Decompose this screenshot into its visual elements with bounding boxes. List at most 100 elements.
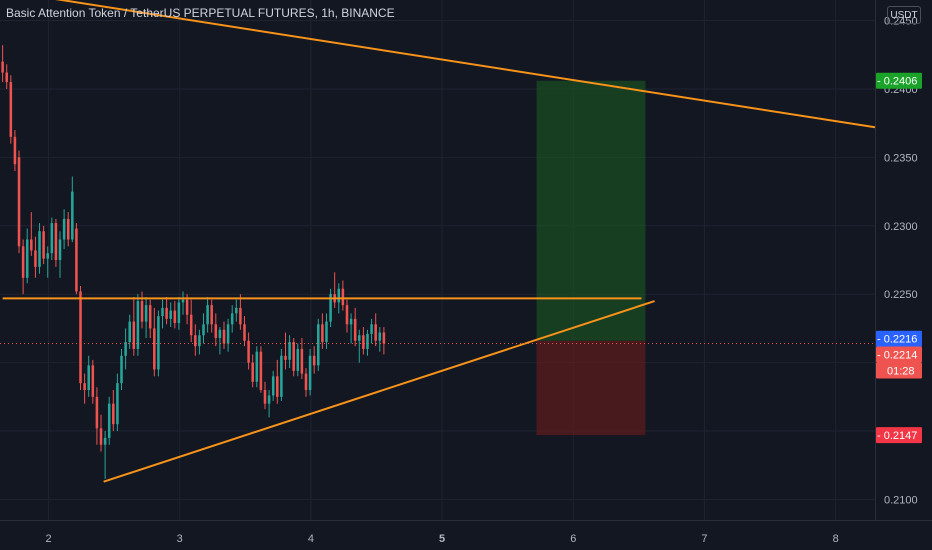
price-tag-stop: [876, 427, 922, 444]
candle-body: [210, 305, 213, 325]
candle-body: [83, 383, 86, 390]
candle-body: [161, 307, 164, 317]
candle-body: [284, 355, 287, 360]
price-axis-panel: [875, 0, 932, 550]
candle-body: [300, 348, 304, 374]
chart-title: Basic Attention Token / TetherUS PERPETU…: [6, 6, 395, 20]
candle-body: [218, 329, 222, 338]
candle-body: [378, 332, 382, 341]
candle-body: [124, 342, 127, 356]
candle-body: [91, 365, 95, 397]
candle-body: [189, 314, 193, 336]
candle-body: [312, 355, 316, 366]
candle-body: [349, 318, 353, 325]
candle-body: [317, 324, 320, 366]
candle-body: [276, 376, 279, 397]
trendline: [55, 0, 876, 129]
time-tick-label: 3: [177, 533, 183, 545]
price-tag-label-stop: - 0.2147: [877, 430, 917, 442]
candle-body: [173, 310, 177, 323]
position-zones: [536, 80, 646, 436]
candle-body: [120, 355, 123, 384]
candle-body: [235, 307, 238, 314]
candle-body: [185, 299, 189, 315]
stop-zone: [536, 340, 646, 436]
candle-body: [50, 223, 54, 254]
trendlines[interactable]: [2, 0, 876, 483]
candle-body: [263, 390, 267, 404]
candle-body: [128, 321, 131, 343]
candle-body: [99, 428, 103, 445]
candle-body: [292, 342, 295, 371]
candle-body: [206, 305, 209, 325]
candle-body: [296, 348, 300, 371]
candle-body: [362, 335, 365, 349]
candle-body: [71, 191, 74, 240]
candle-body: [321, 324, 324, 343]
candle-body: [62, 218, 66, 240]
trendline: [103, 300, 655, 483]
candle-body: [177, 302, 181, 323]
price-tag-label-last: - 0.2216: [877, 334, 917, 346]
candle-body: [148, 305, 152, 329]
candle-body: [366, 333, 369, 349]
candle-body: [222, 329, 226, 344]
candle-body: [34, 250, 37, 267]
candle-body: [9, 82, 13, 137]
candle-body: [337, 288, 341, 303]
candle-body: [288, 342, 291, 360]
candle-body: [5, 72, 8, 83]
price-tag-label-countdown: 01:28: [887, 365, 915, 377]
candle-body: [30, 239, 33, 251]
candle-body: [251, 362, 254, 382]
price-tag-current: [876, 346, 922, 363]
candle-body: [267, 395, 271, 404]
price-tag-target: [876, 72, 922, 89]
price-tick-label: 0.2250: [884, 289, 918, 301]
candle-body: [308, 355, 312, 390]
candle-body: [271, 376, 275, 396]
candle-body: [116, 383, 119, 425]
price-tick-label: 0.2450: [884, 16, 918, 28]
candle-body: [132, 321, 136, 349]
candle-body: [58, 239, 62, 260]
candle-body: [280, 355, 283, 397]
candle-body: [95, 396, 99, 429]
price-tick-label: 0.2350: [884, 152, 918, 164]
price-tag-label-current: - 0.2214: [877, 349, 917, 361]
currency-button[interactable]: USDT: [887, 6, 921, 24]
price-axis[interactable]: 0.24500.24000.23500.23000.22500.22000.21…: [876, 16, 922, 507]
candle-body: [226, 324, 230, 344]
time-tick-label: 6: [570, 533, 576, 545]
time-axis[interactable]: 2 3 4 5 6 7 8: [45, 533, 838, 545]
candle-body: [194, 335, 197, 347]
candle-body: [136, 301, 140, 349]
candle-body: [79, 291, 82, 384]
candle-body: [140, 301, 144, 322]
candle-body: [239, 307, 242, 325]
candle-body: [259, 351, 263, 390]
candle-body: [214, 324, 218, 338]
candle-body: [25, 239, 29, 278]
candle-body: [66, 218, 70, 240]
candle-body: [181, 299, 185, 303]
candle-body: [374, 324, 377, 341]
target-zone: [536, 80, 646, 341]
candle-body: [153, 328, 156, 370]
price-tick-label: 0.2100: [884, 494, 918, 506]
time-tick-label: 7: [701, 533, 707, 545]
price-tag-last: [876, 330, 922, 347]
candle-body: [38, 231, 41, 267]
time-tick-label: 4: [308, 533, 314, 545]
candle-body: [165, 307, 168, 319]
candle-body: [54, 223, 58, 260]
candle-body: [17, 157, 21, 247]
time-tick-label: 2: [45, 533, 51, 545]
candles: [1, 45, 386, 479]
price-tag-label-target: - 0.2406: [877, 76, 917, 88]
candle-body: [112, 403, 115, 425]
candle-body: [341, 288, 345, 306]
candle-body: [370, 324, 373, 334]
